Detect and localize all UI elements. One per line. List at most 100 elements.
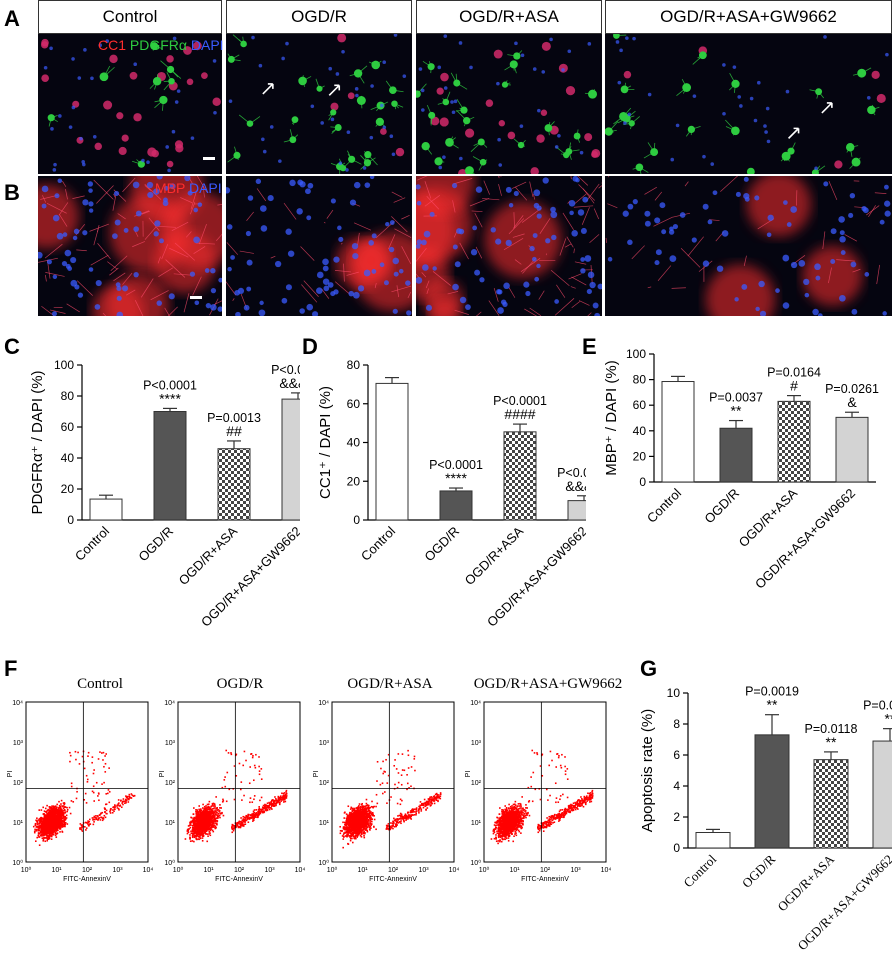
group-header-control: Control <box>38 0 222 34</box>
stain-legend-a: CC1 PDGFRα DAPI <box>98 37 224 53</box>
y-tick-label: 100 <box>626 347 646 361</box>
stain-dapi-b: DAPI <box>188 180 222 196</box>
bar <box>281 398 300 521</box>
significance-mark: **** <box>445 470 467 486</box>
x-tick-label: 10³ <box>264 867 275 874</box>
x-tick-label: 10¹ <box>357 867 368 874</box>
y-tick-label: 10³ <box>319 740 330 747</box>
dot-cloud <box>490 749 594 845</box>
bar <box>872 740 892 849</box>
x-tick-label: 10⁰ <box>21 866 32 874</box>
flow-title-ogdr: OGD/R <box>216 676 264 692</box>
bar <box>754 734 790 849</box>
category-label: OGD/R+ASA <box>736 485 801 550</box>
x-tick-label: 10¹ <box>203 867 214 874</box>
bar <box>835 416 869 483</box>
scale-bar-b <box>190 296 202 299</box>
panel-letter-b: B <box>4 180 20 205</box>
y-axis-label: PI <box>465 771 472 778</box>
category-label: Control <box>644 485 684 525</box>
p-value-label: P<0.0001 <box>271 363 300 377</box>
micrograph-a-control <box>38 34 222 174</box>
y-tick-label: 10¹ <box>471 820 482 827</box>
p-value-label: P<0.0001 <box>557 466 586 480</box>
x-tick-label: 10⁰ <box>479 866 490 874</box>
y-tick-label: 10² <box>471 780 482 787</box>
y-tick-label: 40 <box>347 436 361 450</box>
y-axis-label: MBP⁺ / DAPI (%) <box>603 360 620 475</box>
x-axis-label: FITC-AnnexinV <box>369 876 417 883</box>
panel-letter-a: A <box>4 6 20 31</box>
y-tick-label: 10³ <box>165 740 176 747</box>
x-tick-label: 10⁰ <box>327 866 338 874</box>
category-label: OGD/R <box>739 851 778 890</box>
x-tick-label: 10¹ <box>509 867 520 874</box>
y-tick-label: 10⁰ <box>470 859 481 867</box>
x-tick-label: 10³ <box>570 867 581 874</box>
scale-bar-a <box>203 157 215 160</box>
y-tick-label: 10³ <box>13 740 24 747</box>
x-axis-label: FITC-AnnexinV <box>521 876 569 883</box>
x-tick-label: 10⁴ <box>601 867 612 874</box>
x-axis-label: FITC-AnnexinV <box>215 876 263 883</box>
y-tick-label: 10⁴ <box>164 700 175 707</box>
group-header-ogdr-asa: OGD/R+ASA <box>416 0 602 34</box>
micrograph-b-control <box>38 176 222 316</box>
p-value-label: P=0.0037 <box>709 391 763 405</box>
y-tick-label: 10¹ <box>319 820 330 827</box>
p-value-label: P=0.0118 <box>805 722 858 736</box>
y-tick-label: 40 <box>633 424 647 438</box>
p-value-label: P=0.0019 <box>745 685 799 699</box>
p-value-label: P<0.0001 <box>429 458 483 472</box>
bar <box>777 400 811 483</box>
flow-title-ogdr-asa-gw9662: OGD/R+ASA+GW9662 <box>473 676 623 692</box>
y-tick-label: 20 <box>61 482 75 496</box>
y-tick-label: 0 <box>673 841 680 855</box>
x-tick-label: 10³ <box>418 867 429 874</box>
significance-mark: & <box>847 394 857 410</box>
x-tick-label: 10² <box>388 867 399 874</box>
y-axis-label: PI <box>7 771 14 778</box>
category-label: OGD/R+ASA+GW9662 <box>752 486 858 592</box>
y-tick-label: 80 <box>61 389 75 403</box>
category-label: OGD/R <box>421 524 462 565</box>
panel-letter-d: D <box>302 334 318 359</box>
stain-legend-b: MBP DAPI <box>155 180 222 196</box>
stain-pdgfra: PDGFRα <box>129 37 187 53</box>
stain-mbp: MBP <box>155 180 186 196</box>
y-tick-label: 10¹ <box>13 820 24 827</box>
y-tick-label: 60 <box>61 420 75 434</box>
micrograph-b-ogdr-asa-gw9662 <box>605 176 892 316</box>
y-tick-label: 20 <box>633 449 647 463</box>
y-axis-label: PI <box>313 771 320 778</box>
bar <box>89 498 123 521</box>
stain-dapi: DAPI <box>190 37 224 53</box>
significance-mark: # <box>790 378 798 394</box>
micrograph-a-ogdr <box>226 34 412 174</box>
significance-mark: ** <box>826 734 837 750</box>
y-tick-label: 60 <box>633 398 647 412</box>
y-tick-label: 60 <box>347 397 361 411</box>
y-tick-label: 10⁰ <box>12 859 23 867</box>
micrograph-b-ogdr <box>226 176 412 316</box>
bar <box>503 431 537 521</box>
y-axis-label: Apoptosis rate (%) <box>639 709 656 832</box>
significance-mark: ** <box>767 697 778 713</box>
p-value-label: P=0.0164 <box>767 366 821 380</box>
x-tick-label: 10¹ <box>51 867 62 874</box>
micrograph-b-ogdr-asa <box>416 176 602 316</box>
y-tick-label: 4 <box>673 779 680 793</box>
y-tick-label: 80 <box>347 358 361 372</box>
category-label: OGD/R+ASA+GW9662 <box>794 852 892 954</box>
chart-e-mbp: 0 20 40 60 80 100 MBP⁺ / DAPI (%) Control OGD/R *… <box>603 347 879 592</box>
y-tick-label: 0 <box>67 513 74 527</box>
significance-mark: &&&& <box>565 478 586 494</box>
category-label: Control <box>358 523 398 563</box>
y-tick-label: 10² <box>165 780 176 787</box>
dot-cloud <box>339 749 442 849</box>
bar <box>813 759 849 849</box>
category-label: OGD/R <box>135 524 176 565</box>
x-tick-label: 10² <box>540 867 551 874</box>
